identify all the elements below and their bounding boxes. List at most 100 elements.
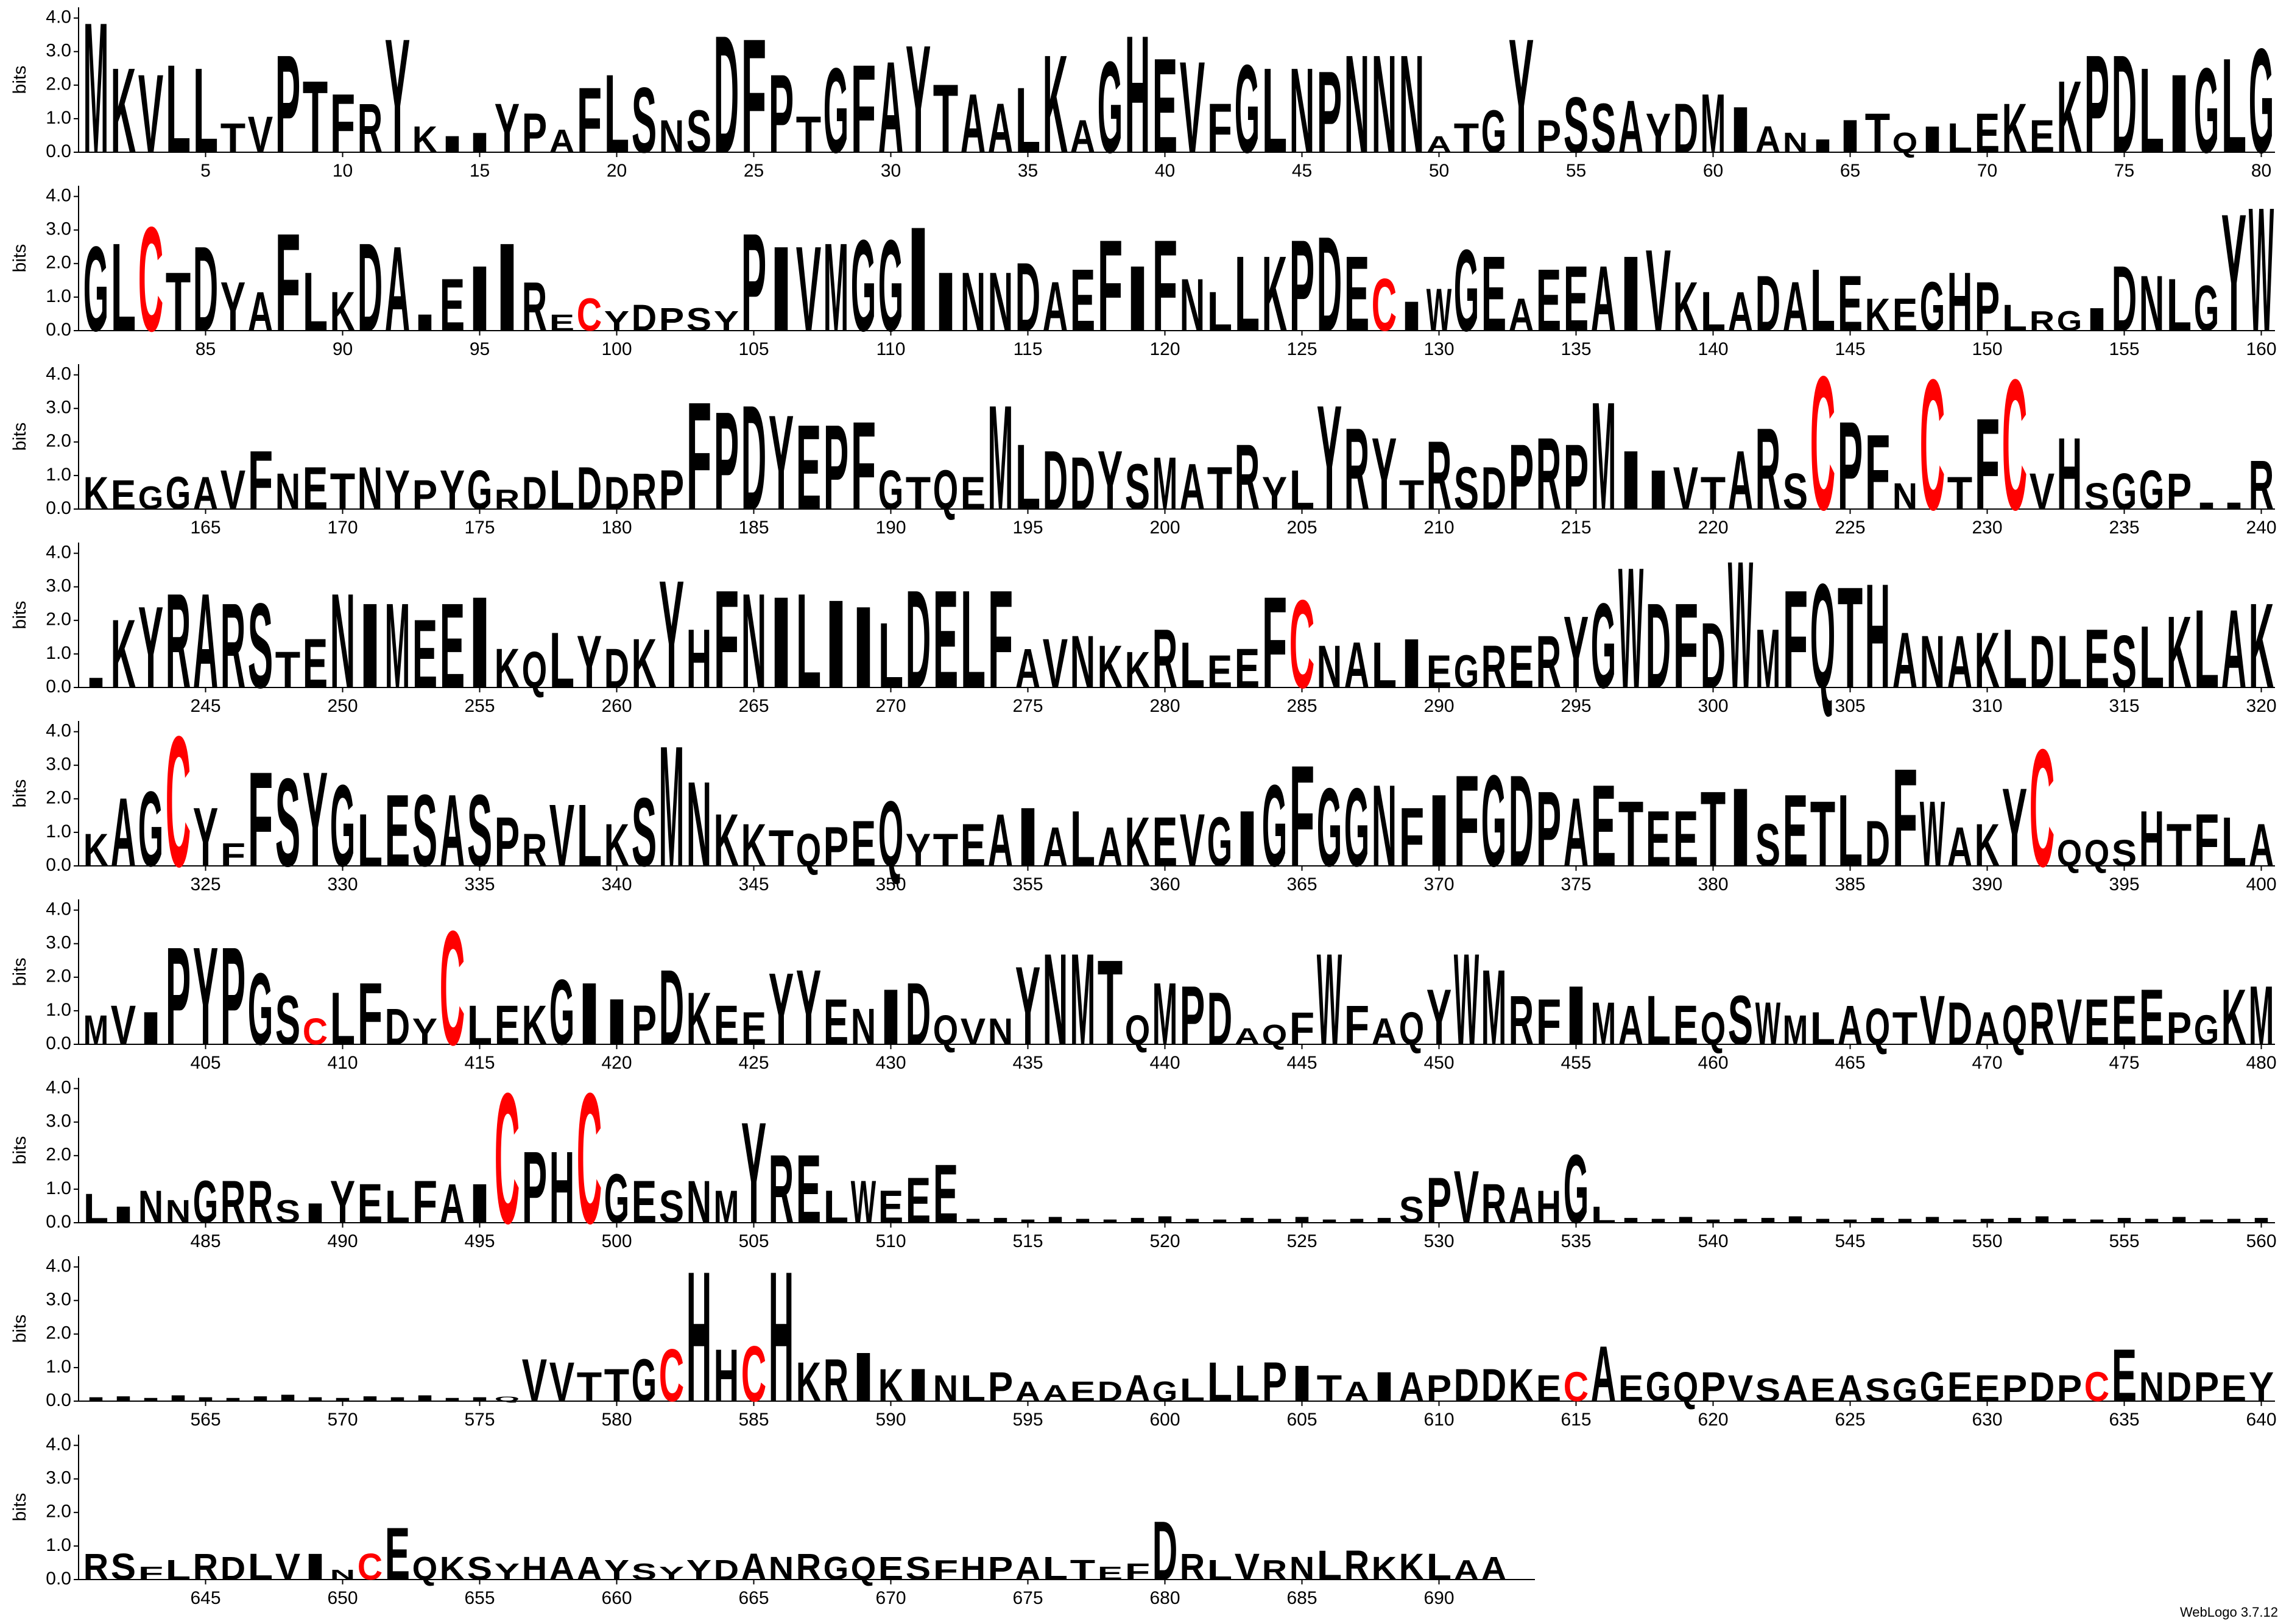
residue: I bbox=[1262, 1218, 1287, 1224]
residue: N bbox=[686, 1169, 711, 1236]
residue: G bbox=[2194, 1007, 2219, 1053]
residue: E bbox=[1892, 288, 1917, 340]
residue: I bbox=[2084, 301, 2109, 337]
residue: R bbox=[193, 1546, 218, 1588]
residue: Y bbox=[2221, 178, 2246, 366]
residue: I bbox=[1618, 433, 1643, 527]
residue: Q bbox=[1892, 127, 1917, 158]
residue: L bbox=[961, 1368, 986, 1410]
residue: I bbox=[358, 1395, 383, 1403]
residue: P bbox=[522, 1131, 547, 1245]
x-tick-label: 240 bbox=[2246, 518, 2276, 538]
x-tick-label: 65 bbox=[1840, 161, 1860, 181]
residue: F bbox=[577, 69, 602, 172]
x-tick-label: 285 bbox=[1286, 696, 1317, 716]
residue: E bbox=[385, 1512, 410, 1595]
residue: I bbox=[1865, 1217, 1890, 1225]
residue: Q bbox=[495, 1395, 520, 1403]
y-tick-label: 4.0 bbox=[46, 7, 71, 27]
residue: T bbox=[1701, 769, 1726, 889]
residue: Q bbox=[1262, 1019, 1287, 1050]
residue: E bbox=[1509, 633, 1534, 701]
residue: E bbox=[961, 812, 986, 879]
x-tick-label: 145 bbox=[1835, 339, 1865, 359]
residue: N bbox=[1783, 127, 1808, 158]
residue: L bbox=[358, 798, 383, 882]
x-tick-label: 140 bbox=[1698, 339, 1728, 359]
residue: A bbox=[549, 1550, 574, 1586]
x-tick-label: 50 bbox=[1429, 161, 1449, 181]
residue: L bbox=[330, 977, 355, 1060]
residue: P bbox=[714, 383, 739, 540]
x-tick-label: 410 bbox=[327, 1053, 358, 1073]
residue: S bbox=[2084, 476, 2109, 518]
x-tick-label: 440 bbox=[1149, 1053, 1180, 1073]
residue: V bbox=[1646, 226, 1671, 356]
residue: V bbox=[275, 1546, 300, 1588]
residue: I bbox=[1783, 1214, 1808, 1225]
residue: R bbox=[2249, 446, 2274, 524]
residue: Y bbox=[1015, 944, 1040, 1069]
residue: L bbox=[1317, 1542, 1342, 1589]
residue: L bbox=[1015, 69, 1040, 172]
residue: H bbox=[549, 1131, 574, 1245]
residue: E bbox=[1646, 794, 1671, 883]
x-tick-label: 255 bbox=[464, 696, 495, 716]
residue: L bbox=[1838, 774, 1863, 888]
residue: F bbox=[138, 1562, 163, 1583]
residue: G bbox=[1564, 1135, 1589, 1244]
residue: L bbox=[1810, 251, 1835, 350]
residue: L bbox=[1043, 1550, 1068, 1586]
residue: T bbox=[577, 1363, 602, 1410]
residue: D bbox=[385, 998, 410, 1056]
residue: F bbox=[1152, 214, 1177, 359]
x-tick-label: 445 bbox=[1286, 1053, 1317, 1073]
residue: Q bbox=[1125, 1007, 1150, 1053]
residue: I bbox=[193, 1396, 218, 1402]
residue: A bbox=[1180, 450, 1205, 523]
residue: V bbox=[522, 1347, 547, 1415]
residue: G bbox=[166, 466, 191, 519]
residue: I bbox=[1947, 1218, 1972, 1224]
residue: E bbox=[1070, 251, 1095, 350]
x-tick-label: 555 bbox=[2109, 1231, 2139, 1251]
residue: P bbox=[741, 205, 766, 361]
residue: I bbox=[495, 217, 520, 357]
residue: I bbox=[1344, 1218, 1369, 1224]
x-tick-label: 210 bbox=[1423, 518, 1454, 538]
residue: A bbox=[1892, 616, 1917, 705]
y-tick-label: 2.0 bbox=[46, 610, 71, 630]
residue: C bbox=[741, 1329, 766, 1418]
residue: I bbox=[303, 1546, 328, 1588]
residue: K bbox=[412, 119, 437, 161]
residue: P bbox=[1180, 968, 1205, 1062]
residue: A bbox=[193, 466, 218, 519]
residue: Q bbox=[851, 1550, 876, 1586]
x-tick-label: 455 bbox=[1561, 1053, 1591, 1073]
residue: I bbox=[1618, 234, 1643, 354]
residue: Q bbox=[1865, 998, 1890, 1056]
x-tick-label: 575 bbox=[464, 1410, 495, 1430]
residue: W bbox=[1728, 524, 1753, 727]
residue: R bbox=[1427, 421, 1451, 530]
residue: I bbox=[1372, 1363, 1397, 1410]
residue: D bbox=[2030, 1363, 2054, 1410]
residue: C bbox=[1372, 263, 1397, 346]
residue: F bbox=[2194, 798, 2219, 882]
residue: E bbox=[1481, 234, 1506, 354]
residue: N bbox=[2139, 1363, 2164, 1410]
x-tick-label: 505 bbox=[738, 1231, 769, 1251]
residue: I bbox=[1975, 1218, 2000, 1224]
residue: I bbox=[467, 127, 492, 158]
residue: I bbox=[2194, 1218, 2219, 1224]
x-tick-label: 20 bbox=[607, 161, 627, 181]
residue: Y bbox=[659, 548, 684, 720]
residue: A bbox=[1015, 1550, 1040, 1586]
residue: L bbox=[467, 994, 492, 1056]
residue: I bbox=[1235, 794, 1260, 883]
residue: G bbox=[248, 952, 273, 1066]
residue: Y bbox=[1262, 466, 1287, 519]
residue: N bbox=[1043, 927, 1068, 1072]
residue: A bbox=[1947, 816, 1972, 878]
x-tick-label: 530 bbox=[1423, 1231, 1454, 1251]
